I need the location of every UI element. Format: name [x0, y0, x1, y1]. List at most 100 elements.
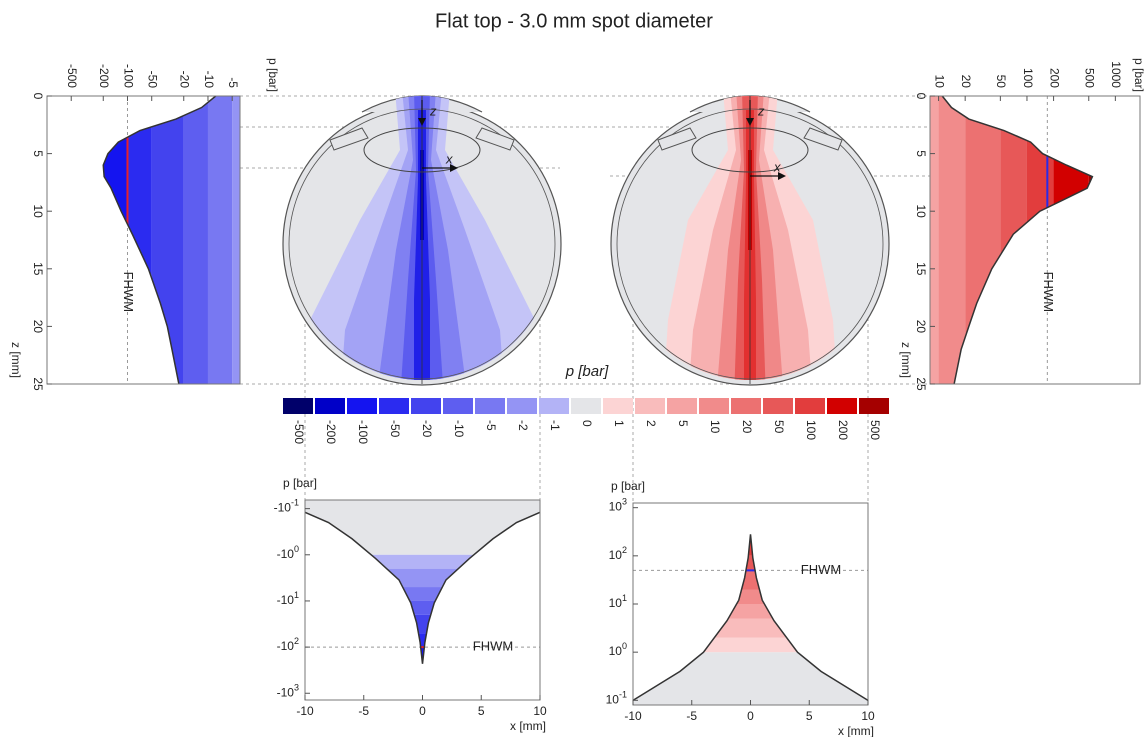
colorbar-tick-label: 200 — [836, 420, 850, 440]
annotation: FHWM — [473, 639, 513, 654]
colorbar-swatch — [283, 398, 313, 414]
colorbar-swatch — [635, 398, 665, 414]
x-axis-label: x [mm] — [838, 724, 874, 737]
y-tick-base: -10 — [277, 593, 295, 607]
level-band — [207, 96, 233, 384]
y-tick-exponent: -1 — [291, 498, 299, 508]
profile-line — [632, 534, 869, 701]
colorbar-swatch — [315, 398, 345, 414]
eye-diagram-right: z x — [610, 95, 890, 386]
y-tick-label: 100 — [1021, 68, 1035, 88]
x-tick-label: 5 — [478, 704, 485, 718]
colorbar-swatch — [475, 398, 505, 414]
colorbar-tick-label: 100 — [804, 420, 818, 440]
y-tick-label: 500 — [1083, 68, 1097, 88]
y-tick-label: -103 — [277, 683, 299, 700]
x-tick-label: -5 — [358, 704, 369, 718]
colorbar-swatch — [827, 398, 857, 414]
y-tick-label: 200 — [1047, 68, 1061, 88]
x-tick-label: 5 — [31, 150, 45, 157]
x-axis-label: x [mm] — [510, 719, 546, 733]
y-tick-exponent: 0 — [294, 544, 299, 554]
level-band — [938, 96, 966, 384]
x-tick-label: 15 — [914, 262, 928, 276]
y-tick-base: -10 — [277, 547, 295, 561]
y-tick-label: -10-1 — [274, 498, 299, 515]
x-tick-label: 15 — [31, 262, 45, 276]
profile-line — [304, 511, 541, 664]
x-tick-label: 0 — [914, 93, 928, 100]
x-tick-label: 10 — [31, 205, 45, 219]
colorbar-swatch — [411, 398, 441, 414]
y-tick-label: 101 — [609, 593, 627, 610]
y-tick-label: 10-1 — [606, 690, 627, 707]
colorbar-swatch — [763, 398, 793, 414]
x-tick-label: 0 — [747, 709, 754, 723]
x-tick-label: -5 — [686, 709, 697, 723]
y-tick-exponent: 3 — [622, 497, 627, 507]
colorbar-tick-label: -5 — [484, 420, 498, 431]
y-tick-label: -200 — [97, 64, 111, 88]
colorbar-swatch — [859, 398, 889, 414]
colorbar-tick-label: 5 — [676, 420, 690, 427]
colorbar-swatch — [667, 398, 697, 414]
diagram-axis-label: x — [773, 159, 781, 174]
y-tick-base: 10 — [606, 693, 620, 707]
diagram-axis-label: z — [757, 103, 765, 118]
y-tick-label: 50 — [994, 75, 1008, 89]
y-tick-label: -20 — [178, 71, 192, 89]
plot-frame — [46, 95, 241, 385]
y-tick-label: 10 — [932, 75, 946, 89]
y-tick-base: 10 — [609, 596, 623, 610]
colorbar-swatch — [699, 398, 729, 414]
annotation: FHWM — [121, 272, 136, 312]
diagram-axis-label: z — [429, 103, 437, 118]
y-tick-label: -100 — [277, 544, 299, 561]
y-tick-exponent: 1 — [622, 593, 627, 603]
x-tick-label: -10 — [624, 709, 642, 723]
colorbar-tick-label: 20 — [740, 420, 754, 434]
y-tick-base: 10 — [609, 644, 623, 658]
colorbar-tick-label: 2 — [644, 420, 658, 427]
y-tick-label: 103 — [609, 497, 627, 514]
y-tick-label: 20 — [959, 75, 973, 89]
x-tick-label: 5 — [914, 150, 928, 157]
y-tick-label: 1000 — [1109, 61, 1123, 88]
y-tick-base: 10 — [609, 548, 623, 562]
plot-frame — [929, 95, 1141, 385]
colorbar-tick-label: 10 — [708, 420, 722, 434]
x-tick-label: 25 — [31, 377, 45, 391]
y-tick-label: 102 — [609, 545, 627, 562]
x-tick-label: 0 — [31, 93, 45, 100]
x-tick-label: 20 — [31, 320, 45, 334]
level-band — [930, 96, 939, 384]
colorbar-tick-label: -10 — [452, 420, 466, 438]
colorbar-tick-label: -50 — [388, 420, 402, 438]
eye-diagram-left: z x — [282, 95, 562, 386]
colorbar-swatch — [379, 398, 409, 414]
y-axis-label: p [bar] — [283, 476, 317, 490]
y-tick-exponent: 3 — [294, 683, 299, 693]
colorbar-swatch — [443, 398, 473, 414]
y-axis-label: p [bar] — [1132, 58, 1146, 92]
y-tick-label: -10 — [202, 71, 216, 89]
y-tick-base: -10 — [274, 501, 292, 515]
x-tick-label: 5 — [806, 709, 813, 723]
colorbar-tick-label: 500 — [868, 420, 882, 440]
y-tick-label: -500 — [65, 64, 79, 88]
y-tick-exponent: -1 — [619, 690, 627, 700]
colorbar-tick-label: -500 — [292, 420, 306, 444]
x-tick-label: 25 — [914, 377, 928, 391]
y-tick-exponent: 0 — [622, 642, 627, 652]
colorbar-tick-label: -1 — [548, 420, 562, 431]
y-tick-label: 100 — [609, 642, 627, 659]
colorbar-tick-label: -2 — [516, 420, 530, 431]
colorbar-tick-label: 50 — [772, 420, 786, 434]
level-band — [232, 96, 240, 384]
y-tick-label: -50 — [146, 71, 160, 89]
diagram-axis-label: x — [445, 151, 453, 166]
colorbar-label: p [bar] — [565, 363, 609, 380]
x-tick-label: 10 — [861, 709, 875, 723]
y-tick-label: -5 — [226, 77, 240, 88]
y-axis-label: p [bar] — [611, 479, 645, 493]
